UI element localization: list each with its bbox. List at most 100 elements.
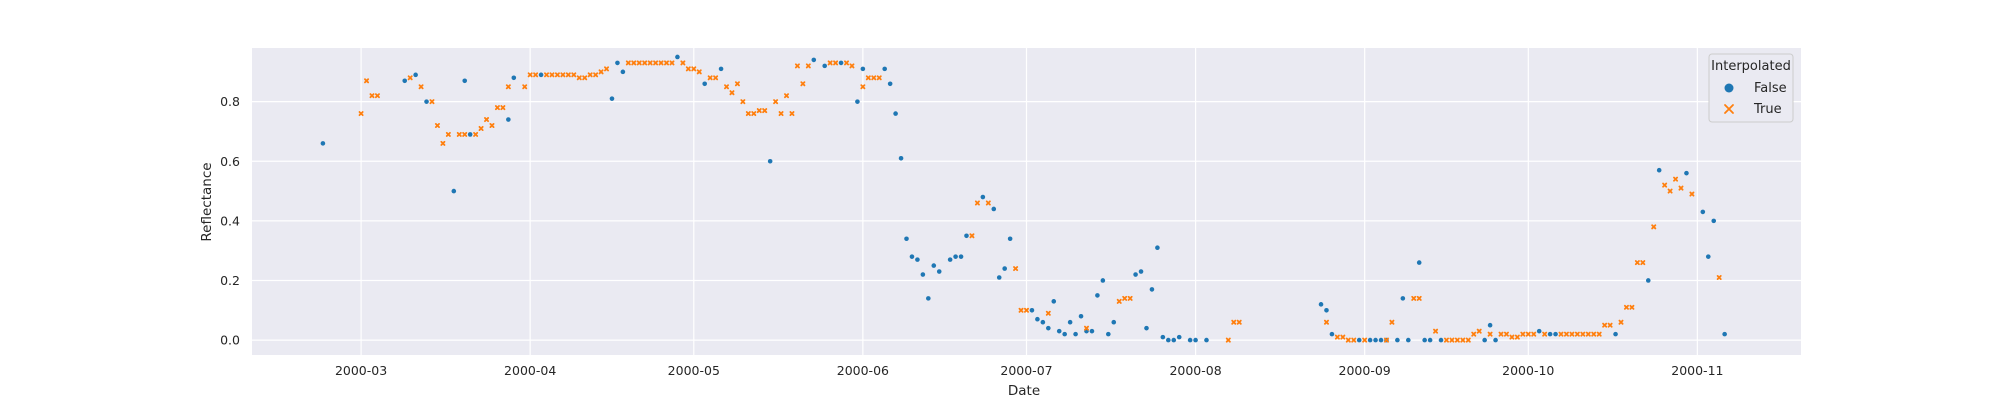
data-point-true xyxy=(625,60,631,66)
x-marker-stroke xyxy=(1323,319,1329,325)
x-marker-stroke xyxy=(1018,307,1024,313)
data-point-true xyxy=(549,72,555,78)
x-marker-stroke xyxy=(593,72,599,78)
x-marker-stroke xyxy=(418,84,424,90)
data-point-true xyxy=(1362,337,1368,343)
data-point-true xyxy=(1236,319,1242,325)
data-point-false xyxy=(1187,337,1193,343)
x-marker-stroke xyxy=(1724,104,1734,114)
x-tick-label: 2000-04 xyxy=(504,363,556,378)
data-point-true xyxy=(876,75,882,81)
x-marker-stroke xyxy=(429,99,435,105)
data-point-true xyxy=(1340,334,1346,340)
x-marker-stroke xyxy=(582,75,588,81)
x-marker-stroke xyxy=(1498,331,1504,337)
data-point-true xyxy=(434,122,440,128)
x-marker-stroke xyxy=(1465,337,1471,343)
data-point-true xyxy=(1460,337,1466,343)
data-point-true xyxy=(1411,295,1417,301)
data-point-true xyxy=(1498,331,1504,337)
data-points xyxy=(320,54,1727,343)
data-point-false xyxy=(1493,337,1498,343)
data-point-false xyxy=(1204,337,1209,343)
data-point-true xyxy=(565,72,571,78)
gridlines xyxy=(252,48,1801,355)
x-marker-stroke xyxy=(1525,331,1531,337)
data-point-false xyxy=(996,275,1002,280)
data-point-false xyxy=(402,78,408,84)
data-point-true xyxy=(374,93,380,99)
data-point-true xyxy=(680,60,686,66)
data-point-false xyxy=(1329,331,1335,337)
x-marker-stroke xyxy=(827,60,833,66)
legend-marker-true xyxy=(1724,104,1734,114)
x-marker-stroke xyxy=(1662,182,1668,188)
x-marker-stroke xyxy=(985,200,991,206)
x-marker-stroke xyxy=(680,60,686,66)
y-tick-label: 0.8 xyxy=(220,94,240,109)
x-marker-stroke xyxy=(1236,319,1242,325)
x-marker-stroke xyxy=(1558,331,1564,337)
data-point-false xyxy=(1547,331,1553,337)
x-marker-stroke xyxy=(844,60,850,66)
data-point-false xyxy=(1176,334,1182,340)
data-point-false xyxy=(1007,236,1013,242)
data-point-true xyxy=(1689,191,1695,197)
y-tick-label: 0.0 xyxy=(220,333,240,348)
data-point-true xyxy=(1389,319,1395,325)
x-marker-stroke xyxy=(358,111,364,117)
series-false xyxy=(320,54,1727,343)
x-marker-stroke xyxy=(1503,331,1509,337)
x-tick-label: 2000-03 xyxy=(335,363,387,378)
data-point-true xyxy=(418,84,424,90)
data-point-true xyxy=(740,99,746,105)
x-marker-stroke xyxy=(1449,337,1455,343)
data-point-true xyxy=(1383,337,1389,343)
x-marker-stroke xyxy=(478,125,484,131)
data-point-false xyxy=(1171,337,1177,343)
data-point-false xyxy=(1487,322,1493,328)
data-point-true xyxy=(1018,307,1024,313)
y-axis-ticks: 0.0 0.2 0.4 0.6 0.8 xyxy=(220,94,240,347)
x-marker-stroke xyxy=(1471,331,1477,337)
x-marker-stroke xyxy=(462,131,468,137)
data-point-true xyxy=(1618,319,1624,325)
data-point-true xyxy=(707,75,713,81)
data-point-false xyxy=(462,78,468,84)
x-marker-stroke xyxy=(647,60,653,66)
data-point-true xyxy=(1465,337,1471,343)
x-marker-stroke xyxy=(1591,331,1597,337)
data-point-true xyxy=(1580,331,1586,337)
data-point-false xyxy=(1029,307,1035,313)
data-point-true xyxy=(582,75,588,81)
data-point-false xyxy=(893,111,898,116)
x-marker-stroke xyxy=(631,60,637,66)
data-point-true xyxy=(778,111,784,117)
data-point-false xyxy=(424,99,429,104)
x-marker-stroke xyxy=(533,72,539,78)
data-point-false xyxy=(511,75,517,81)
x-marker-stroke xyxy=(762,108,768,114)
data-point-true xyxy=(713,75,719,81)
data-point-true xyxy=(1662,182,1668,188)
x-marker-stroke xyxy=(1640,260,1646,266)
data-point-true xyxy=(1013,266,1019,272)
data-point-true xyxy=(1607,322,1613,328)
data-point-false xyxy=(838,60,844,66)
data-point-true xyxy=(1563,331,1569,337)
data-point-true xyxy=(1116,298,1122,304)
data-point-true xyxy=(756,108,762,114)
data-point-true xyxy=(664,60,670,66)
x-marker-stroke xyxy=(794,63,800,69)
data-point-false xyxy=(1138,269,1144,274)
data-point-false xyxy=(1100,278,1106,283)
x-marker-stroke xyxy=(1531,331,1537,337)
data-point-true xyxy=(1651,224,1657,230)
data-point-false xyxy=(1613,331,1618,337)
data-point-false xyxy=(1160,334,1166,340)
data-point-false xyxy=(1111,319,1117,325)
data-point-true xyxy=(805,63,811,69)
data-point-false xyxy=(1700,209,1706,215)
x-marker-stroke xyxy=(576,75,582,81)
x-marker-stroke xyxy=(653,60,659,66)
